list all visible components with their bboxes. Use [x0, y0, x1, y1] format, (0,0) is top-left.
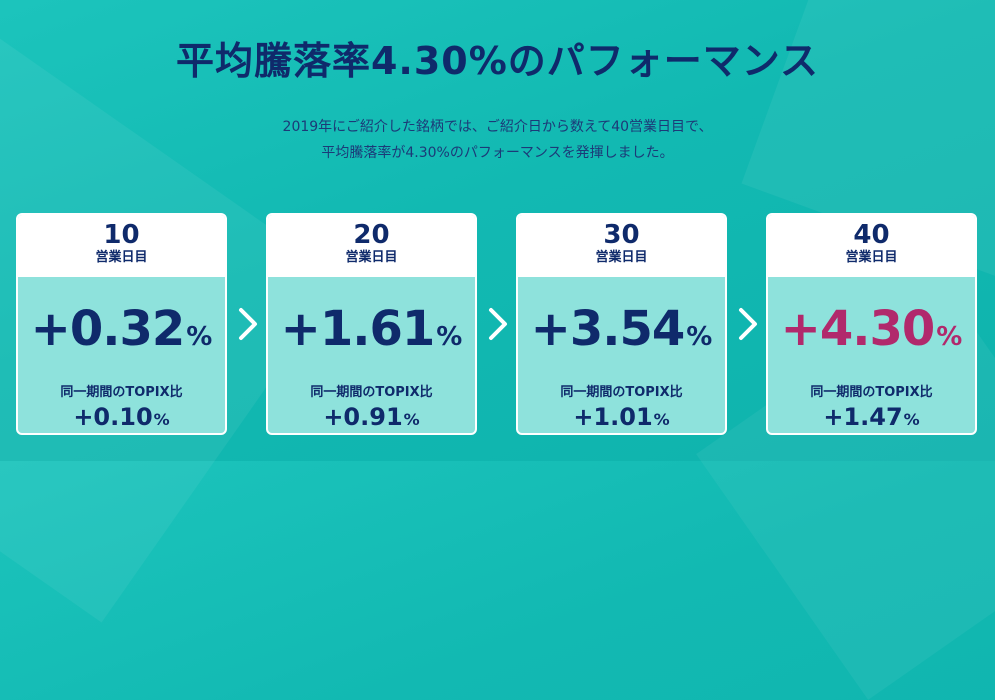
card-body: +4.30% 同一期間のTOPIX比 +1.47%: [768, 299, 975, 433]
topix-label: 同一期間のTOPIX比: [560, 385, 683, 400]
topix-label: 同一期間のTOPIX比: [810, 385, 933, 400]
percent-sign: %: [403, 410, 420, 429]
card-header: 40 営業日目: [768, 215, 975, 277]
card-body: +0.32% 同一期間のTOPIX比 +0.10%: [18, 299, 225, 433]
chevron-right-icon: [236, 306, 260, 342]
topix-number: +0.91: [323, 403, 403, 431]
day-unit: 営業日目: [845, 250, 898, 265]
page-subtitle: 2019年にご紹介した銘柄では、ご紹介日から数えて40営業日目で、 平均騰落率が…: [0, 114, 995, 166]
performance-value: +3.54%: [518, 299, 725, 370]
percent-sign: %: [653, 410, 670, 429]
day-unit: 営業日目: [595, 250, 648, 265]
subtitle-line-1: 2019年にご紹介した銘柄では、ご紹介日から数えて40営業日目で、: [282, 119, 713, 135]
topix-value: +0.91%: [268, 402, 475, 433]
performance-number: +0.32: [30, 301, 186, 357]
day-unit: 営業日目: [345, 250, 398, 265]
card-header: 20 営業日目: [268, 215, 475, 277]
topix-value: +1.47%: [768, 402, 975, 433]
chevron-right-icon: [486, 306, 510, 342]
topix-label: 同一期間のTOPIX比: [310, 385, 433, 400]
day-number: 10: [103, 220, 140, 250]
performance-number: +3.54: [530, 301, 686, 357]
topix-number: +1.47: [823, 403, 903, 431]
card-body: +3.54% 同一期間のTOPIX比 +1.01%: [518, 299, 725, 433]
topix-value: +0.10%: [18, 402, 225, 433]
day-number: 20: [353, 220, 390, 250]
percent-sign: %: [436, 322, 463, 352]
topix-label: 同一期間のTOPIX比: [60, 385, 183, 400]
performance-card-20: 20 営業日目 +1.61% 同一期間のTOPIX比 +0.91%: [266, 213, 477, 435]
subtitle-line-2: 平均騰落率が4.30%のパフォーマンスを発揮しました。: [321, 145, 674, 161]
topix-number: +0.10: [73, 403, 153, 431]
performance-card-40: 40 営業日目 +4.30% 同一期間のTOPIX比 +1.47%: [766, 213, 977, 435]
performance-card-30: 30 営業日目 +3.54% 同一期間のTOPIX比 +1.01%: [516, 213, 727, 435]
topix-value: +1.01%: [518, 402, 725, 433]
performance-value: +1.61%: [268, 299, 475, 370]
performance-card-10: 10 営業日目 +0.32% 同一期間のTOPIX比 +0.10%: [16, 213, 227, 435]
performance-value: +0.32%: [18, 299, 225, 370]
card-header: 30 営業日目: [518, 215, 725, 277]
percent-sign: %: [153, 410, 170, 429]
percent-sign: %: [186, 322, 213, 352]
day-number: 30: [603, 220, 640, 250]
topix-number: +1.01: [573, 403, 653, 431]
performance-number: +1.61: [280, 301, 436, 357]
card-body: +1.61% 同一期間のTOPIX比 +0.91%: [268, 299, 475, 433]
percent-sign: %: [936, 322, 963, 352]
percent-sign: %: [686, 322, 713, 352]
chevron-right-icon: [736, 306, 760, 342]
day-unit: 営業日目: [95, 250, 148, 265]
day-number: 40: [853, 220, 890, 250]
page-title: 平均騰落率4.30%のパフォーマンス: [175, 39, 820, 83]
card-header: 10 営業日目: [18, 215, 225, 277]
percent-sign: %: [903, 410, 920, 429]
performance-number: +4.30: [780, 301, 936, 357]
performance-value: +4.30%: [768, 299, 975, 370]
